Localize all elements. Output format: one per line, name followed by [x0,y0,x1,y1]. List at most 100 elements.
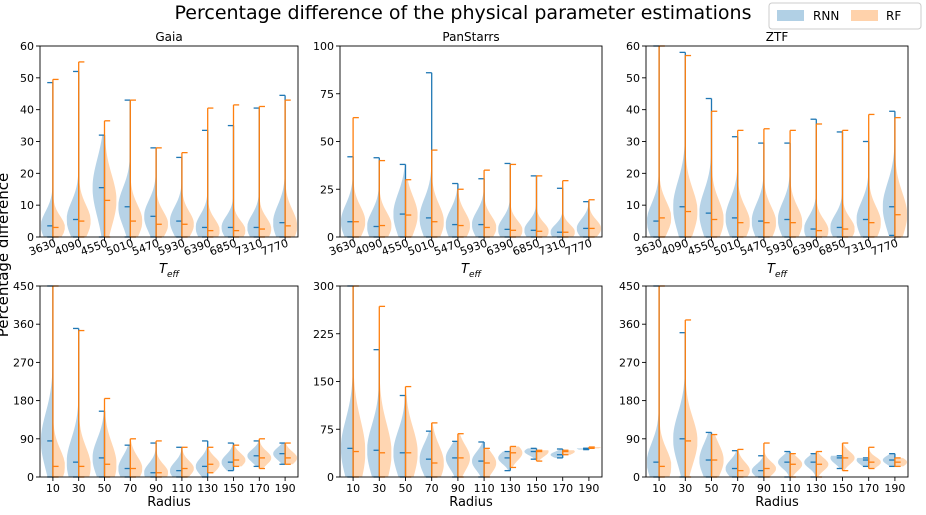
violin-rnn-130 [195,440,208,477]
y-axis-label: Percentage difference [0,173,12,337]
violin-rf-7310 [868,114,881,237]
violin-rnn-3630 [647,46,660,237]
violin-rnn-6850 [830,131,843,237]
y-tick-label: 100 [313,40,334,53]
x-tick-label: 10 [346,482,360,495]
y-tick-label: 75 [320,423,334,436]
x-tick-label: 130 [806,482,827,495]
y-tick-label: 10 [20,199,34,212]
violin-rf-3630 [52,79,65,237]
violin-rf-6850 [842,130,855,237]
violin-rf-10 [353,286,366,477]
y-tick-label: 450 [13,280,34,293]
violin-rf-4550 [104,120,117,237]
legend-label-rnn: RNN [813,9,839,23]
y-tick-label: 30 [20,136,34,149]
y-tick-label: 0 [27,231,34,244]
y-tick-label: 10 [626,199,640,212]
violin-rnn-6850 [524,175,537,237]
violin-rf-7770 [894,117,907,237]
violin-rf-10 [52,286,65,477]
violin-rnn-90 [144,443,157,477]
x-tick-label: 150 [832,482,853,495]
violin-rnn-4090 [673,52,686,237]
violin-rf-5470 [156,147,168,237]
violin-rf-130 [816,451,829,477]
violin-rnn-7770 [576,201,589,237]
y-tick-label: 0 [327,231,334,244]
panel-2: PanStarrs0255075100363040904550501054705… [313,30,603,280]
violin-rf-50 [711,434,724,477]
x-tick-label: 50 [98,482,112,495]
violin-rf-170 [259,438,272,469]
violin-rnn-5930 [170,157,182,237]
y-tick-label: 50 [626,72,640,85]
violin-rf-110 [181,447,194,477]
violin-rnn-4090 [66,71,79,237]
violin-rnn-50 [393,395,406,477]
x-axis-label: Radius [755,495,799,510]
x-tick-label: 90 [757,482,771,495]
violin-rnn-6390 [195,130,208,237]
x-axis-label: Teff [461,262,482,280]
y-tick-label: 50 [320,136,334,149]
x-tick-label: 110 [474,482,495,495]
violin-rnn-130 [498,451,511,471]
panel-title: PanStarrs [442,30,499,44]
panel-5: 0 75 150 225 300 10 30 50 70 90 110 130 150 170 190 Rad… [313,280,603,510]
violin-rnn-10 [41,286,53,477]
violin-rnn-110 [778,451,791,477]
y-tick-label: 150 [313,376,334,389]
violin-rf-5470 [457,189,470,237]
panel-title: ZTF [766,30,789,44]
violin-rnn-70 [419,431,432,477]
violin-rf-7310 [562,180,575,237]
x-axis-label: Teff [767,262,788,280]
violin-rnn-30 [673,332,686,477]
y-tick-label: 50 [20,72,34,85]
violin-rf-5010 [130,100,143,237]
y-tick-label: 40 [626,104,640,117]
violin-rnn-110 [472,441,485,477]
x-tick-label: 150 [526,482,547,495]
violin-rf-3630 [659,46,672,237]
violin-rnn-7770 [882,111,895,236]
x-tick-label: 50 [399,482,413,495]
legend-frame [768,2,922,30]
violin-rnn-7310 [550,188,563,237]
x-tick-label: 170 [249,482,270,495]
y-tick-label: 60 [20,40,34,53]
x-tick-label: 110 [780,482,801,495]
x-tick-label: 130 [500,482,521,495]
violin-rnn-50 [699,432,712,477]
violin-rnn-5930 [472,178,485,237]
y-tick-label: 90 [20,433,34,446]
violin-rnn-4550 [699,98,712,238]
axes-frame [39,285,299,478]
violin-rf-90 [457,433,470,477]
violin-rf-5010 [431,150,444,237]
violin-rf-90 [156,440,168,477]
y-tick-label: 90 [626,433,640,446]
y-tick-label: 225 [313,328,334,341]
violin-rnn-6850 [221,125,234,237]
violin-rf-150 [842,443,855,471]
x-tick-label: 10 [46,482,60,495]
x-tick-label: 90 [451,482,465,495]
y-tick-label: 180 [13,395,34,408]
violin-rnn-6390 [804,119,817,237]
x-tick-label: 70 [731,482,745,495]
violin-rnn-5010 [118,100,131,237]
panel-1: Gaia010203040506036304090455050105470593… [20,30,299,280]
violin-rf-90 [763,443,776,477]
violin-rnn-30 [66,328,79,477]
violin-rf-4090 [379,160,392,237]
violin-rnn-30 [367,349,380,477]
violin-rf-7770 [285,100,297,237]
chart-panels: Gaia010203040506036304090455050105470593… [13,30,909,510]
violin-rf-7310 [259,106,272,237]
violin-rnn-5010 [725,136,738,237]
violin-rnn-4090 [367,157,380,237]
x-tick-label: 190 [275,482,296,495]
violin-rnn-4550 [92,135,105,237]
